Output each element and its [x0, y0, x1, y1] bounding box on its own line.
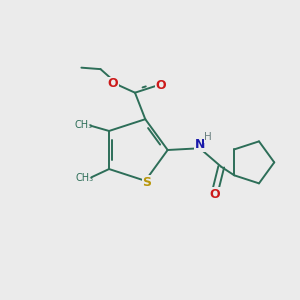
Text: CH₃: CH₃: [75, 173, 93, 183]
Text: N: N: [195, 139, 205, 152]
Text: H: H: [204, 132, 212, 142]
Text: O: O: [108, 77, 118, 90]
Text: CH₃: CH₃: [74, 120, 92, 130]
Text: O: O: [210, 188, 220, 201]
Text: O: O: [156, 79, 166, 92]
Text: S: S: [142, 176, 151, 189]
